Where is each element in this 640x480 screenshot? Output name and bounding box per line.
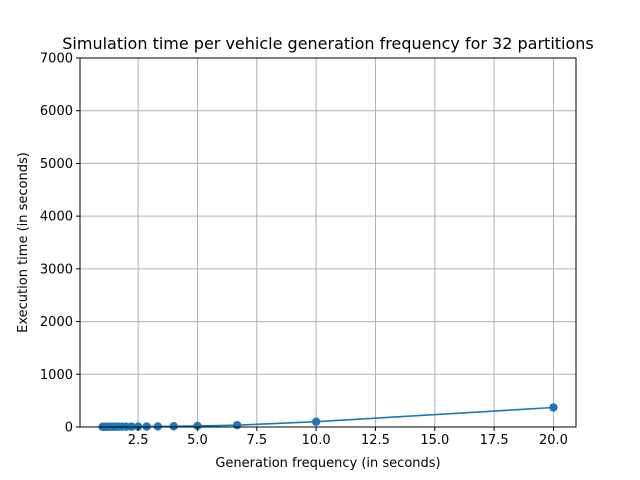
y-tick-label: 0 — [65, 421, 73, 436]
y-tick-label: 7000 — [40, 52, 73, 67]
plot-frame — [79, 57, 577, 428]
data-point — [193, 421, 202, 431]
x-tick-label: 17.5 — [480, 433, 509, 448]
y-tick-label: 6000 — [40, 104, 73, 119]
x-tick-label: 12.5 — [361, 433, 390, 448]
data-point — [232, 420, 242, 430]
data-point — [153, 422, 163, 431]
x-tick-label: 5.0 — [187, 433, 208, 448]
data-point — [169, 422, 178, 431]
x-tick-label: 7.5 — [246, 433, 267, 448]
y-tick-label: 2000 — [40, 315, 73, 330]
ticks: 2.5 5.0 7.5 10.0 12.5 15.0 17.5 20.0 0 1000 2000 30… — [40, 52, 568, 449]
data-point — [311, 417, 321, 426]
y-tick-label: 5000 — [40, 157, 73, 172]
y-tick-label: 3000 — [40, 262, 73, 277]
x-tick-label: 15.0 — [420, 433, 449, 448]
y-tick-label: 1000 — [40, 368, 73, 383]
x-tick-label: 20.0 — [539, 433, 568, 448]
x-axis-label: Generation frequency (in seconds) — [215, 456, 440, 471]
x-tick-label: 10.0 — [302, 433, 331, 448]
chart-title: Simulation time per vehicle generation f… — [62, 34, 594, 53]
y-tick-label: 4000 — [40, 210, 73, 225]
y-axis-label: Execution time (in seconds) — [16, 152, 31, 333]
x-tick-label: 2.5 — [128, 433, 149, 448]
data-point — [549, 403, 558, 412]
